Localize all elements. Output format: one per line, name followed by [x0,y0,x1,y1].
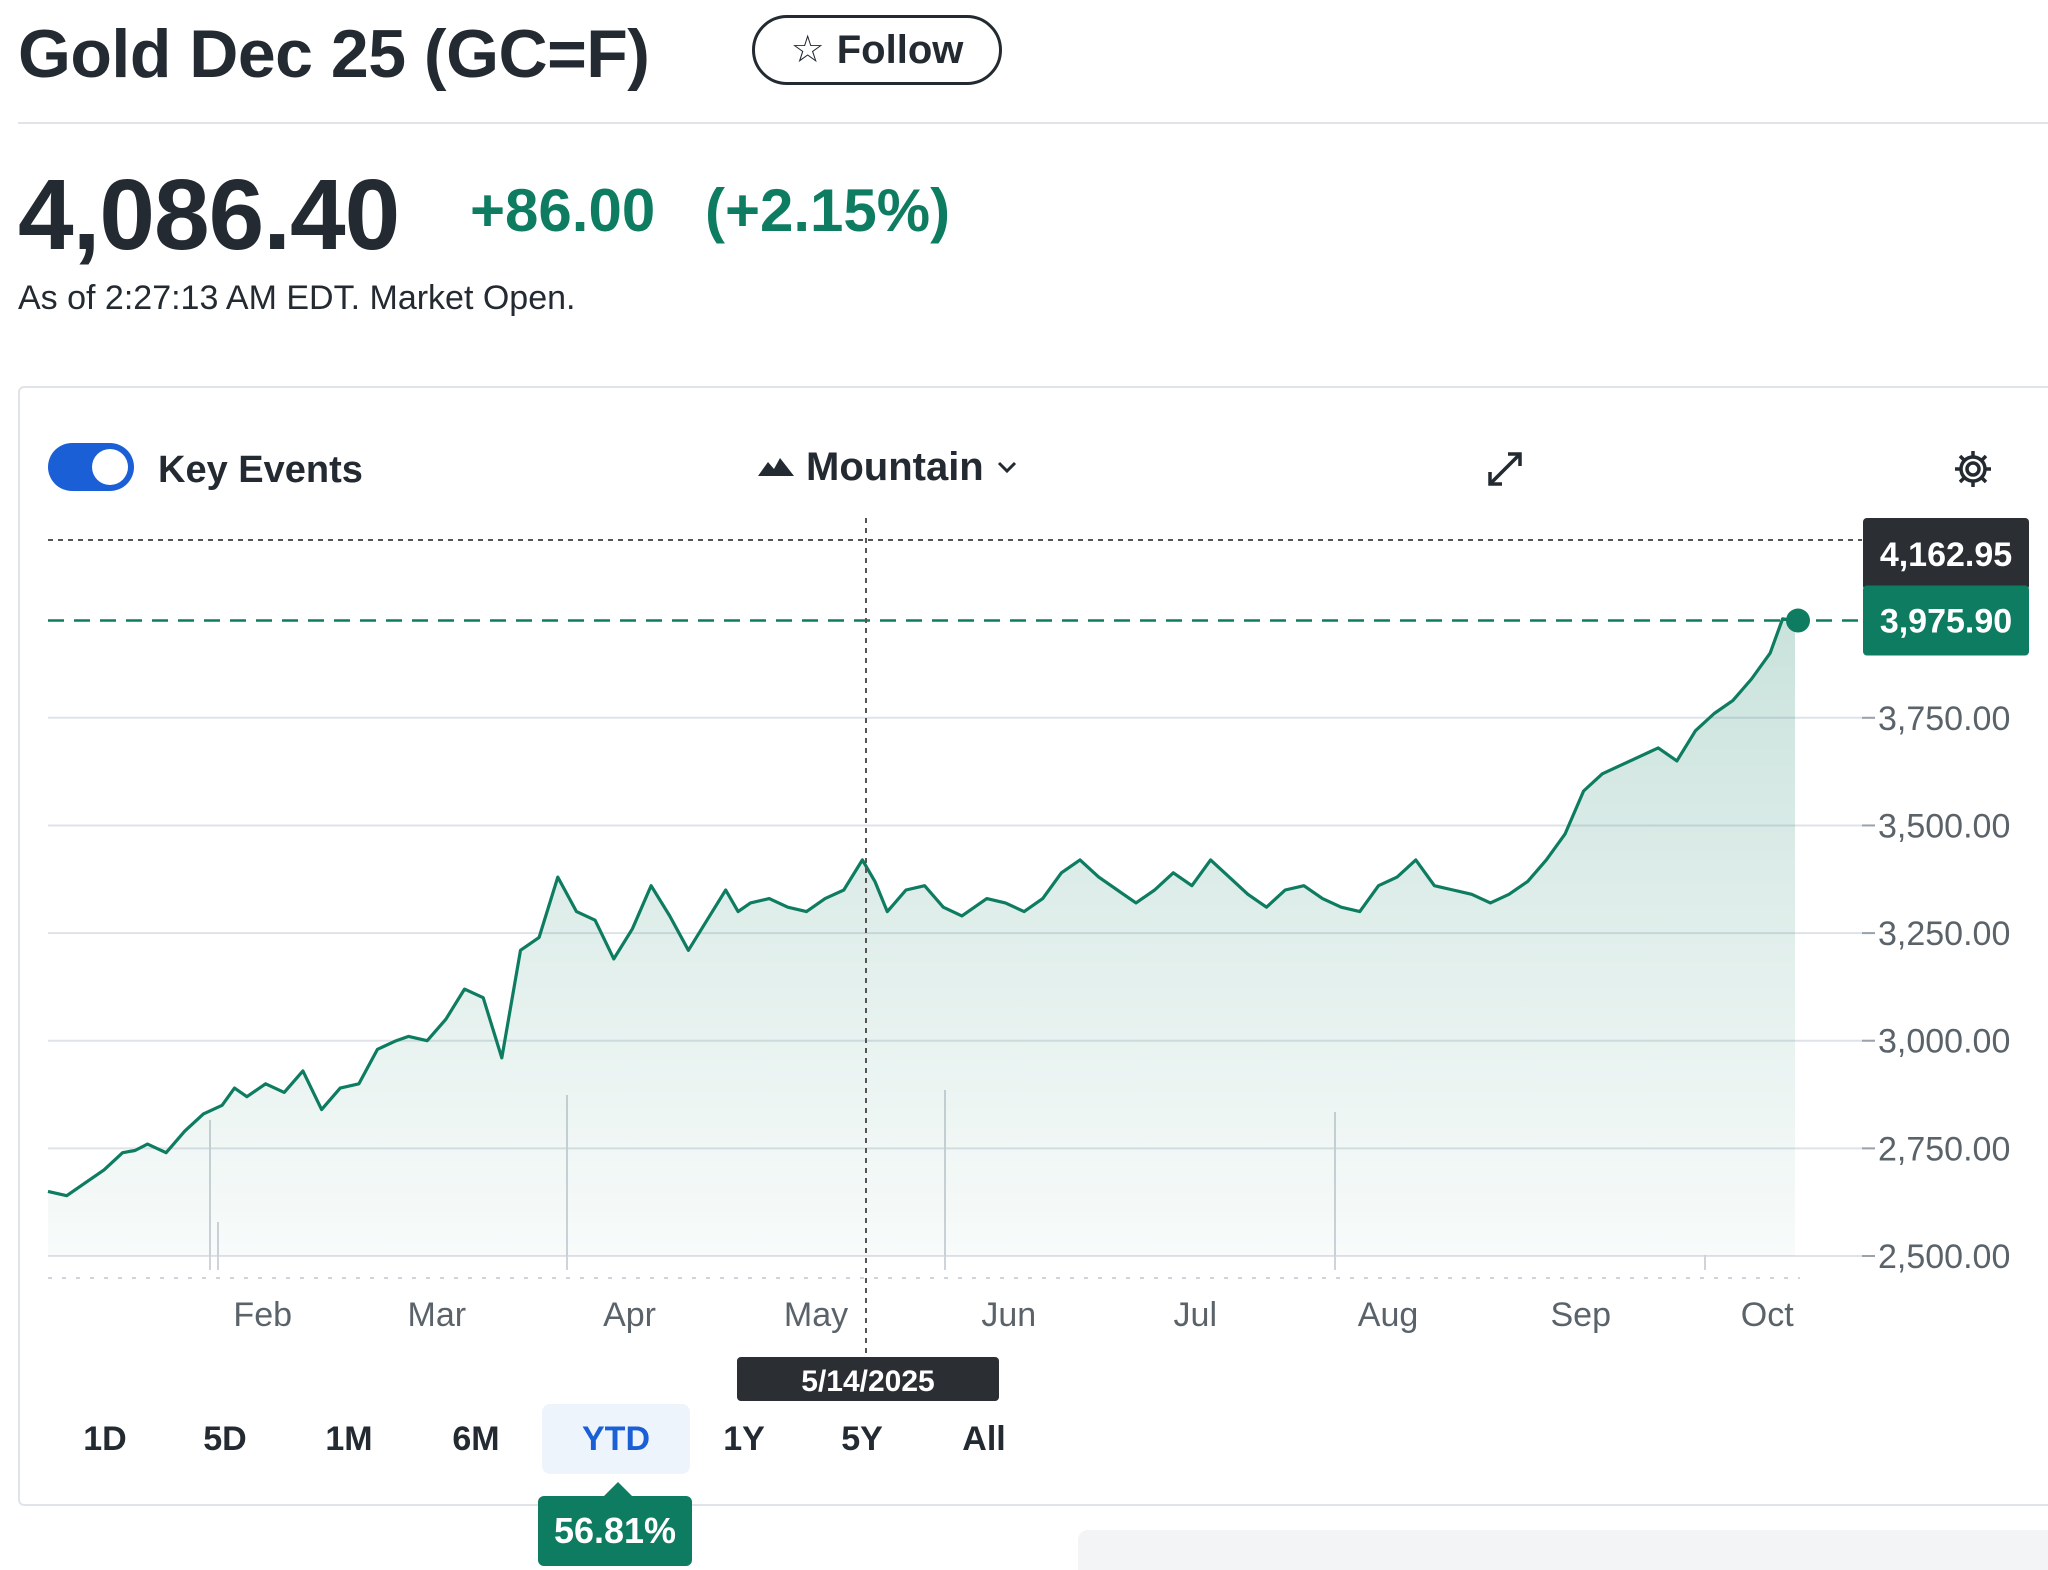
mountain-icon [758,458,794,476]
star-icon: ☆ [790,29,825,71]
chart-settings-button[interactable] [1950,446,1996,492]
bottom-panel [1078,1530,2048,1570]
header-divider [18,122,2048,124]
x-tick-label: Jun [981,1296,1036,1334]
price-area [48,618,1795,1256]
key-events-label: Key Events [158,449,363,491]
x-tick-label: May [784,1296,848,1334]
expand-icon [1488,452,1522,486]
x-tick-label: Mar [408,1296,467,1334]
last-price-dot [1786,608,1810,633]
follow-label: Follow [836,27,964,72]
y-tick-label: 2,750.00 [1878,1130,2010,1168]
gear-icon [1955,451,1991,487]
chart-card [18,386,2048,1506]
range-button-1d[interactable]: 1D [83,1419,127,1458]
chevron-down-icon [997,461,1016,474]
price-line [47,617,1796,1198]
y-tick-label: 2,500.00 [1878,1238,2010,1276]
y-tick-label: 3,250.00 [1878,915,2010,953]
x-tick-label: Oct [1741,1296,1794,1334]
follow-button[interactable]: ☆ Follow [752,15,1002,85]
range-button-1m[interactable]: 1M [325,1419,373,1458]
y-tick-label: 3,500.00 [1878,807,2010,845]
y-tick-label: 3,000.00 [1878,1023,2010,1061]
range-button-1y[interactable]: 1Y [723,1419,765,1458]
chart-type-label: Mountain [806,444,984,489]
key-events-toggle[interactable] [48,443,134,491]
x-tick-label: Jul [1174,1296,1217,1334]
x-tick-label: Aug [1358,1296,1419,1334]
x-tick-label: Feb [233,1296,292,1334]
price-change: +86.00 [470,177,656,244]
expand-button[interactable] [1482,446,1528,492]
last-price-label-bg [1863,585,2029,656]
crosshair-price-label: 4,162.95 [1880,536,2012,574]
x-tick-label: Sep [1551,1296,1612,1334]
crosshair-date-label: 5/14/2025 [801,1365,934,1398]
chart-type-select[interactable]: Mountain [758,440,1018,494]
range-button-6m[interactable]: 6M [452,1419,500,1458]
page-title: Gold Dec 25 (GC=F) [18,16,650,92]
toggle-knob [92,449,128,485]
ytd-badge-pointer [604,1482,632,1496]
range-button-all[interactable]: All [962,1419,1006,1458]
crosshair-price-label-bg [1863,518,2029,590]
price: 4,086.40 [18,159,400,271]
last-price-label: 3,975.90 [1880,603,2012,641]
range-button-5y[interactable]: 5Y [841,1419,883,1458]
crosshair-date-label-bg [737,1357,999,1401]
price-change-percent: (+2.15%) [705,177,951,244]
x-tick-label: Apr [603,1296,656,1334]
range-button-5d[interactable]: 5D [203,1419,247,1458]
ytd-return-badge: 56.81% [538,1496,692,1566]
market-status: As of 2:27:13 AM EDT. Market Open. [18,279,576,317]
y-tick-label: 3,750.00 [1878,700,2010,738]
range-button-ytd[interactable]: YTD [542,1404,690,1474]
